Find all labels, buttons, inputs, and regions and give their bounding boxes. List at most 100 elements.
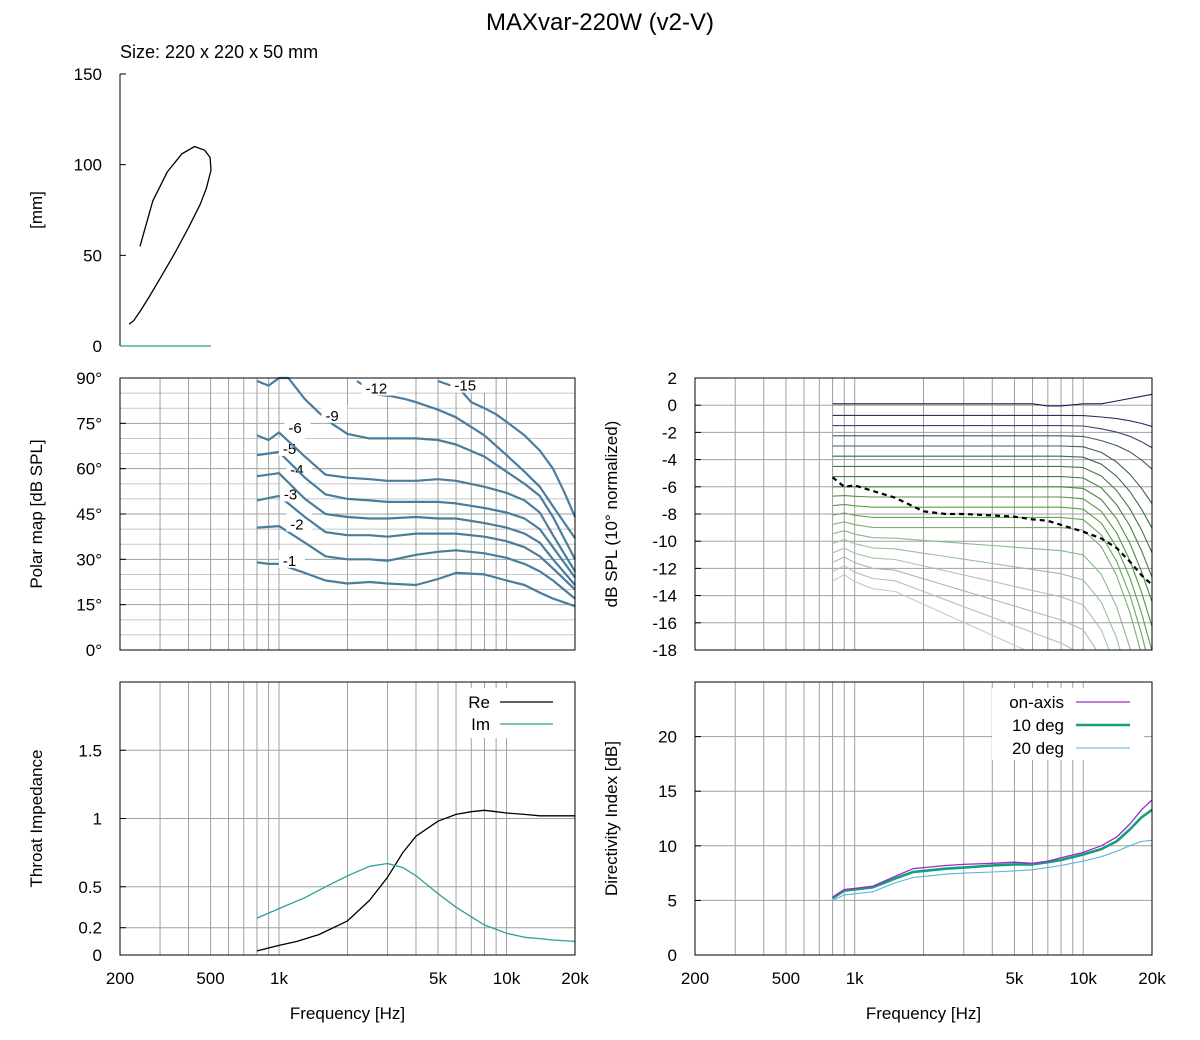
x-axis-label: Frequency [Hz] bbox=[866, 1004, 981, 1023]
y-tick-label: 0 bbox=[668, 396, 677, 415]
y-tick-label: -10 bbox=[652, 532, 677, 551]
x-tick-label: 20k bbox=[1138, 969, 1166, 988]
contour-label: -1 bbox=[283, 553, 296, 570]
impedance-im-curve bbox=[256, 862, 576, 943]
y-tick-label: 2 bbox=[668, 369, 677, 388]
contour-line bbox=[256, 561, 576, 608]
figure-title: MAXvar-220W (v2-V) bbox=[486, 9, 714, 36]
x-tick-label: 5k bbox=[1005, 969, 1023, 988]
plot-frame bbox=[694, 377, 1153, 651]
y-tick-label: 1 bbox=[93, 810, 102, 829]
contour-label-bg bbox=[321, 404, 348, 423]
x-tick-label: 200 bbox=[106, 969, 134, 988]
contour-label: -15 bbox=[454, 378, 476, 395]
spl-angle-curve bbox=[832, 565, 1076, 650]
spl-angle-curve bbox=[832, 556, 1098, 650]
y-tick-label: 45° bbox=[76, 505, 102, 524]
plot-frame bbox=[694, 681, 1153, 956]
y-tick-label: 0 bbox=[93, 946, 102, 965]
contour-label: -9 bbox=[325, 408, 338, 425]
profile-profile-curve bbox=[128, 145, 212, 325]
y-tick-label: 0 bbox=[668, 946, 677, 965]
y-tick-label: 30° bbox=[76, 550, 102, 569]
y-tick-label: 1.5 bbox=[78, 741, 102, 760]
y-tick-label: -18 bbox=[652, 641, 677, 660]
contour-label-bg bbox=[286, 459, 313, 478]
y-axis-label: Polar map [dB SPL] bbox=[27, 439, 46, 588]
contour-line bbox=[437, 379, 577, 518]
contour-line bbox=[256, 494, 576, 591]
x-tick-label: 10k bbox=[1070, 969, 1098, 988]
contour-label-bg bbox=[450, 374, 486, 393]
legend-label: Im bbox=[471, 715, 490, 734]
y-tick-label: 50 bbox=[83, 246, 102, 265]
x-tick-label: 500 bbox=[772, 969, 800, 988]
spl-angle-curve bbox=[832, 445, 1152, 504]
contour-line bbox=[256, 472, 576, 586]
x-tick-label: 10k bbox=[493, 969, 521, 988]
spl-angle-curve bbox=[832, 425, 1152, 449]
legend-label: Re bbox=[468, 693, 490, 712]
profile-size-label: Size: 220 x 220 x 50 mm bbox=[120, 42, 318, 62]
contour-label-bg bbox=[361, 377, 397, 396]
contour-label: -3 bbox=[284, 486, 297, 503]
throat-impedance-chart: 0 0.2 0.5 1 1.5 200 500 1k 5k 10k 20k Throat Impeda… bbox=[27, 681, 589, 1023]
spl-angle-curve bbox=[832, 574, 1027, 650]
y-tick-label: -6 bbox=[662, 478, 677, 497]
y-axis-label: Directivity Index [dB] bbox=[602, 741, 621, 896]
plot-frame bbox=[119, 681, 576, 956]
y-tick-label: 20 bbox=[658, 728, 677, 747]
y-tick-label: -14 bbox=[652, 587, 677, 606]
y-axis-label: Throat Impedance bbox=[27, 750, 46, 888]
y-tick-label: 0 bbox=[93, 337, 102, 356]
impedance-re-curve bbox=[256, 809, 575, 952]
directivity-index-chart: 0 5 10 15 20 200 500 1k 5k 10k 20k Directivity Inde… bbox=[602, 681, 1166, 1023]
x-tick-label: 1k bbox=[270, 969, 288, 988]
y-tick-label: 0° bbox=[86, 641, 102, 660]
y-tick-label: -2 bbox=[662, 423, 677, 442]
spl-angle-curve bbox=[832, 530, 1132, 650]
x-tick-label: 1k bbox=[846, 969, 864, 988]
x-tick-label: 20k bbox=[561, 969, 589, 988]
spl-angle-curve bbox=[832, 465, 1152, 553]
y-tick-label: -12 bbox=[652, 559, 677, 578]
contour-label-bg bbox=[278, 549, 305, 568]
normalized-spl-chart: -18 -16 -14 -12 -10 -8 -6 -4 -2 0 2 dB SPL (10° nor… bbox=[602, 369, 1153, 660]
spl-reference-curve bbox=[831, 476, 1152, 586]
y-tick-label: 0.2 bbox=[78, 919, 102, 938]
y-tick-label: 60° bbox=[76, 460, 102, 479]
x-tick-label: 200 bbox=[681, 969, 709, 988]
legend-box bbox=[458, 688, 566, 738]
profile-chart: 0 50 100 150 [mm] Size: 220 x 220 x 50 mm bbox=[27, 42, 318, 356]
y-tick-label: 10 bbox=[658, 837, 677, 856]
contour-label-bg bbox=[284, 416, 311, 435]
spl-angle-curve bbox=[832, 435, 1152, 470]
spl-angle-curve bbox=[832, 414, 1152, 428]
legend-label: 10 deg bbox=[1012, 716, 1064, 735]
contour-line bbox=[256, 431, 576, 572]
spl-angle-curve bbox=[832, 486, 1152, 602]
di-curve bbox=[832, 839, 1153, 901]
spl-angle-curve bbox=[832, 521, 1141, 650]
spl-angle-curve bbox=[832, 393, 1152, 407]
x-tick-label: 5k bbox=[429, 969, 447, 988]
contour-line bbox=[256, 524, 576, 600]
y-tick-label: 15 bbox=[658, 782, 677, 801]
spl-curves bbox=[831, 393, 1152, 650]
plot-frame bbox=[119, 377, 576, 651]
spl-angle-curve bbox=[832, 455, 1152, 529]
x-axis-label: Frequency [Hz] bbox=[290, 1004, 405, 1023]
contour-line bbox=[356, 380, 576, 539]
spl-angle-curve bbox=[832, 476, 1152, 578]
spl-angle-curve bbox=[832, 547, 1110, 650]
y-tick-label: 75° bbox=[76, 414, 102, 433]
y-tick-label: 0.5 bbox=[78, 878, 102, 897]
y-tick-label: 90° bbox=[76, 369, 102, 388]
y-axis-label: dB SPL (10° normalized) bbox=[602, 421, 621, 608]
spl-angle-curve bbox=[832, 538, 1121, 650]
y-axis-label: [mm] bbox=[27, 191, 46, 229]
di-curve bbox=[832, 799, 1153, 898]
contour-label: -6 bbox=[288, 420, 301, 437]
contour-label: -2 bbox=[290, 517, 303, 534]
